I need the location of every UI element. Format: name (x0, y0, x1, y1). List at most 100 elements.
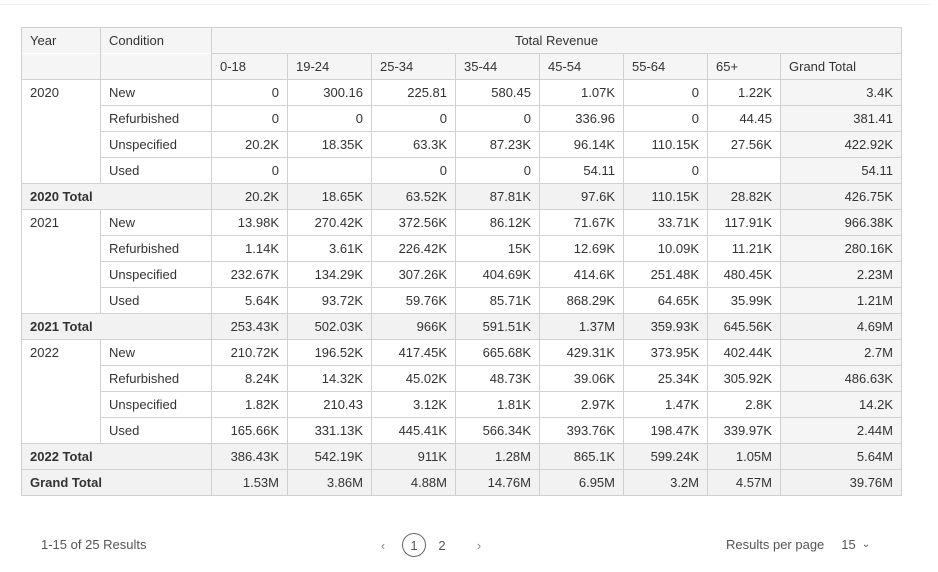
value-cell: 63.52K (371, 183, 456, 210)
year-cell (21, 105, 101, 132)
value-cell: 393.76K (539, 417, 624, 444)
condition-column-header[interactable]: Condition (100, 27, 212, 54)
top-divider (0, 0, 930, 5)
results-per-page-select[interactable]: 15 ⌄ (841, 537, 870, 552)
year-cell (21, 235, 101, 262)
value-cell: 20.2K (211, 131, 288, 158)
value-cell: 27.56K (707, 131, 781, 158)
table-row: Unspecified 20.2K 18.35K 63.3K 87.23K 96.14K 1… (21, 131, 902, 158)
page-1-button[interactable]: 1 (402, 533, 426, 557)
year-column-header[interactable]: Year (21, 27, 101, 54)
chevron-down-icon: ⌄ (861, 539, 871, 550)
page-2-button[interactable]: 2 (438, 537, 446, 553)
age-group-header[interactable]: 25-34 (371, 53, 456, 80)
value-cell: 97.6K (539, 183, 624, 210)
value-cell: 0 (371, 105, 456, 132)
value-cell: 3.12K (371, 391, 456, 418)
value-cell: 417.45K (371, 339, 456, 366)
condition-cell: Used (100, 417, 212, 444)
year-cell (21, 287, 101, 314)
year-cell (21, 157, 101, 184)
value-cell: 225.81 (371, 79, 456, 106)
results-per-page: Results per page 15 ⌄ (726, 537, 870, 552)
value-cell: 270.42K (287, 209, 372, 236)
value-cell: 1.53M (211, 469, 288, 496)
value-cell: 6.95M (539, 469, 624, 496)
value-cell: 44.45 (707, 105, 781, 132)
age-group-header[interactable]: 0-18 (211, 53, 288, 80)
value-cell: 336.96 (539, 105, 624, 132)
grand-total-cell: 2.7M (780, 339, 902, 366)
year-cell: 2021 (21, 209, 101, 236)
age-group-header[interactable]: 35-44 (455, 53, 540, 80)
age-group-header[interactable]: 45-54 (539, 53, 624, 80)
year-cell (21, 261, 101, 288)
total-label: 2020 Total (21, 183, 212, 210)
condition-cell: Refurbished (100, 235, 212, 262)
value-cell: 210.72K (211, 339, 288, 366)
value-cell: 1.47K (623, 391, 708, 418)
grand-total-column-header[interactable]: Grand Total (780, 53, 902, 80)
total-row: 2022 Total 386.43K 542.19K 911K 1.28M 865.1K 5… (21, 443, 902, 470)
value-cell: 14.32K (287, 365, 372, 392)
condition-cell: Used (100, 287, 212, 314)
value-cell: 210.43 (287, 391, 372, 418)
chevron-right-icon[interactable]: › (476, 537, 482, 553)
age-group-header[interactable]: 55-64 (623, 53, 708, 80)
value-cell: 1.07K (539, 79, 624, 106)
value-cell: 1.22K (707, 79, 781, 106)
year-header-spacer (21, 53, 101, 80)
value-cell (707, 157, 781, 184)
value-cell: 865.1K (539, 443, 624, 470)
value-cell: 33.71K (623, 209, 708, 236)
value-cell: 3.86M (287, 469, 372, 496)
value-cell: 110.15K (623, 183, 708, 210)
total-label: 2022 Total (21, 443, 212, 470)
value-cell: 15K (455, 235, 540, 262)
value-cell: 307.26K (371, 261, 456, 288)
value-cell: 11.21K (707, 235, 781, 262)
grand-total-cell: 4.69M (780, 313, 902, 340)
chevron-left-icon[interactable]: ‹ (380, 537, 386, 553)
condition-cell: Unspecified (100, 131, 212, 158)
value-cell: 665.68K (455, 339, 540, 366)
value-cell: 305.92K (707, 365, 781, 392)
grand-total-cell: 280.16K (780, 235, 902, 262)
value-cell: 480.45K (707, 261, 781, 288)
age-group-header[interactable]: 65+ (707, 53, 781, 80)
value-cell: 12.69K (539, 235, 624, 262)
results-per-page-value: 15 (841, 537, 856, 552)
condition-cell: New (100, 79, 212, 106)
condition-cell: New (100, 339, 212, 366)
year-cell (21, 131, 101, 158)
value-cell: 93.72K (287, 287, 372, 314)
value-cell: 28.82K (707, 183, 781, 210)
value-cell: 64.65K (623, 287, 708, 314)
value-cell: 0 (455, 105, 540, 132)
value-cell: 1.28M (455, 443, 540, 470)
results-per-page-label: Results per page (726, 537, 825, 552)
value-cell: 20.2K (211, 183, 288, 210)
value-cell: 2.8K (707, 391, 781, 418)
condition-cell: Unspecified (100, 261, 212, 288)
grand-total-cell: 1.21M (780, 287, 902, 314)
value-cell: 4.57M (707, 469, 781, 496)
total-row: 2020 Total 20.2K 18.65K 63.52K 87.81K 97.6K 11… (21, 183, 902, 210)
age-group-header[interactable]: 19-24 (287, 53, 372, 80)
value-cell: 502.03K (287, 313, 372, 340)
value-cell: 54.11 (539, 157, 624, 184)
value-cell: 1.81K (455, 391, 540, 418)
value-cell: 911K (371, 443, 456, 470)
value-cell: 25.34K (623, 365, 708, 392)
header-row-2: 0-18 19-24 25-34 35-44 45-54 55-64 65+ G… (21, 53, 902, 80)
value-cell: 45.02K (371, 365, 456, 392)
total-row: 2021 Total 253.43K 502.03K 966K 591.51K 1.37M… (21, 313, 902, 340)
table-row: 2021 New 13.98K 270.42K 372.56K 86.12K 71.67K 3… (21, 209, 902, 236)
value-cell: 48.73K (455, 365, 540, 392)
value-cell: 373.95K (623, 339, 708, 366)
grand-total-cell: 2.23M (780, 261, 902, 288)
value-cell: 226.42K (371, 235, 456, 262)
value-cell: 868.29K (539, 287, 624, 314)
value-cell: 14.76M (455, 469, 540, 496)
value-cell: 1.37M (539, 313, 624, 340)
